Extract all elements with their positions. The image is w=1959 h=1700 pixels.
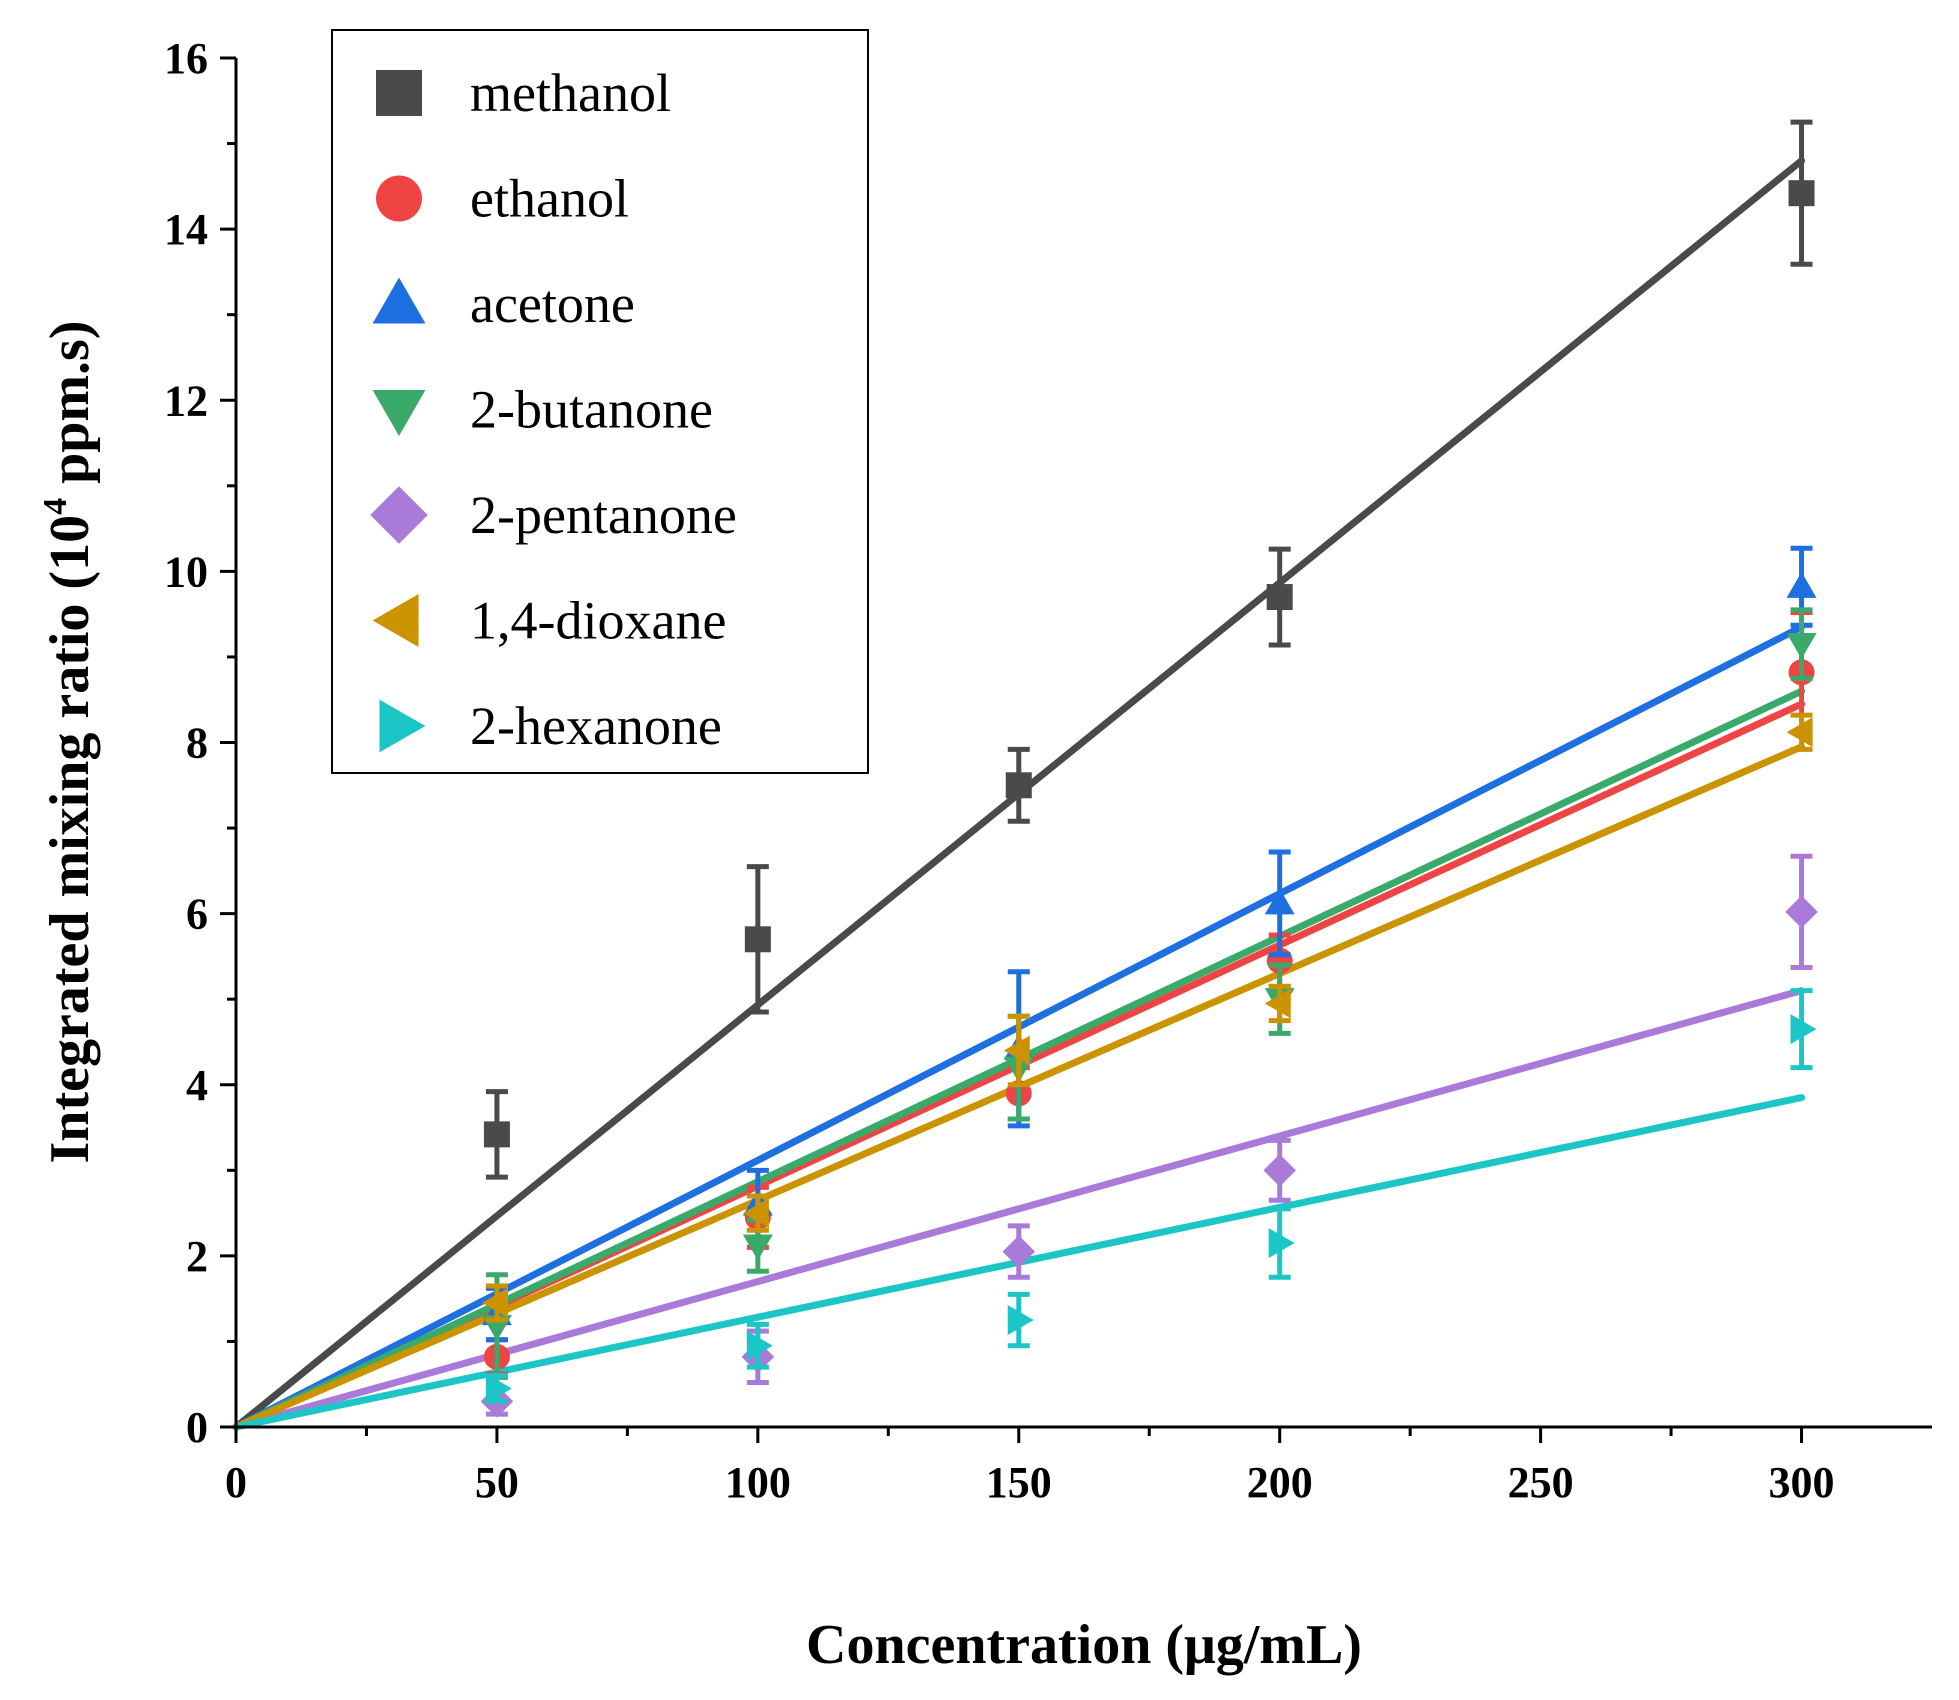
legend-label-ethanol: ethanol <box>470 169 629 229</box>
x-tick-label: 50 <box>475 1458 519 1507</box>
legend-label-2-pentanone: 2-pentanone <box>470 485 737 545</box>
y-tick-label: 12 <box>164 376 208 425</box>
legend-marker-ethanol <box>376 175 422 222</box>
y-axis-title-group: Integrated mixing ratio (104 ppm.s) <box>37 321 101 1164</box>
x-tick-label: 250 <box>1508 1458 1574 1507</box>
y-tick-label: 6 <box>186 890 208 939</box>
point-1,4-dioxane <box>1786 717 1813 748</box>
legend: methanol ethanol acetone 2-butanone 2-pentan… <box>331 29 869 774</box>
point-2-hexanone <box>1790 1014 1817 1045</box>
y-tick-label: 14 <box>164 205 208 254</box>
y-tick-label: 0 <box>186 1403 208 1452</box>
point-2-hexanone <box>746 1330 773 1361</box>
point-methanol <box>744 926 771 953</box>
y-axis-title: Integrated mixing ratio (104 ppm.s) <box>37 321 101 1164</box>
point-2-butanone <box>1786 633 1817 660</box>
point-acetone <box>1786 571 1817 598</box>
x-tick-label: 200 <box>1247 1458 1313 1507</box>
ticks: 0 50 100 150 200 250 300 0 2 4 6 8 10 12 14 16 <box>164 34 1835 1507</box>
point-2-pentanone <box>1002 1235 1036 1268</box>
legend-box <box>331 29 869 774</box>
x-axis-title: Concentration (μg/mL) <box>806 1614 1362 1676</box>
y-tick-label: 16 <box>164 34 208 83</box>
y-tick-label: 2 <box>186 1232 208 1281</box>
point-1,4-dioxane <box>742 1198 769 1229</box>
y-axis-title-superscript: 4 <box>37 498 74 515</box>
y-tick-label: 4 <box>186 1061 208 1110</box>
legend-marker-2-pentanone <box>370 486 428 544</box>
point-methanol <box>1266 584 1293 611</box>
legend-marker-methanol <box>376 70 422 116</box>
legend-label-2-hexanone: 2-hexanone <box>470 696 722 756</box>
point-2-hexanone <box>485 1373 512 1404</box>
x-tick-label: 0 <box>225 1458 247 1507</box>
point-1,4-dioxane <box>1264 988 1291 1019</box>
y-axis-title-tail: ppm.s) <box>39 321 101 498</box>
legend-label-2-butanone: 2-butanone <box>470 380 713 440</box>
point-acetone <box>1264 888 1295 915</box>
legend-marker-2-hexanone <box>379 699 426 753</box>
y-axis-title-main: Integrated mixing ratio (10 <box>39 515 101 1164</box>
point-methanol <box>483 1121 510 1148</box>
point-2-butanone <box>742 1234 773 1261</box>
legend-marker-2-butanone <box>372 389 426 436</box>
point-1,4-dioxane <box>481 1287 508 1318</box>
point-2-hexanone <box>1268 1228 1295 1258</box>
point-methanol <box>1005 772 1032 799</box>
legend-marker-1,4-dioxane <box>372 594 419 647</box>
y-tick-label: 8 <box>186 719 208 768</box>
data-points <box>480 119 1818 1418</box>
legend-label-acetone: acetone <box>470 274 635 334</box>
legend-marker-acetone <box>372 277 426 324</box>
x-tick-label: 300 <box>1769 1458 1835 1507</box>
x-tick-label: 100 <box>725 1458 791 1507</box>
x-tick-label: 150 <box>986 1458 1052 1507</box>
point-2-pentanone <box>1785 895 1818 929</box>
y-tick-label: 10 <box>164 547 208 596</box>
point-methanol <box>1788 180 1815 207</box>
point-1,4-dioxane <box>1003 1035 1030 1066</box>
legend-label-1,4-dioxane: 1,4-dioxane <box>470 591 726 651</box>
legend-label-methanol: methanol <box>470 63 671 123</box>
point-2-hexanone <box>1007 1305 1034 1335</box>
point-2-pentanone <box>1263 1154 1296 1187</box>
